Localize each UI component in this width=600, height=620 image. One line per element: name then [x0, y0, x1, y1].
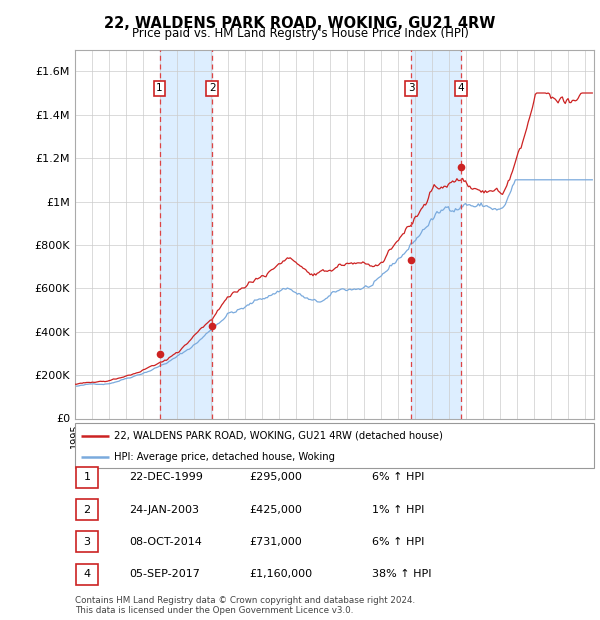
Text: 24-JAN-2003: 24-JAN-2003: [129, 505, 199, 515]
Text: £1,160,000: £1,160,000: [249, 569, 312, 579]
Text: 1% ↑ HPI: 1% ↑ HPI: [372, 505, 424, 515]
Text: Contains HM Land Registry data © Crown copyright and database right 2024.
This d: Contains HM Land Registry data © Crown c…: [75, 596, 415, 615]
Text: 22-DEC-1999: 22-DEC-1999: [129, 472, 203, 482]
Text: 2: 2: [209, 83, 215, 94]
Text: HPI: Average price, detached house, Woking: HPI: Average price, detached house, Woki…: [114, 452, 335, 462]
Text: 4: 4: [458, 83, 464, 94]
Bar: [412, 50, 461, 419]
Bar: [160, 50, 212, 419]
Text: 05-SEP-2017: 05-SEP-2017: [129, 569, 200, 579]
Text: 1: 1: [83, 472, 91, 482]
Text: 2: 2: [83, 505, 91, 515]
Text: £295,000: £295,000: [249, 472, 302, 482]
Text: 22, WALDENS PARK ROAD, WOKING, GU21 4RW (detached house): 22, WALDENS PARK ROAD, WOKING, GU21 4RW …: [114, 431, 443, 441]
Text: £731,000: £731,000: [249, 537, 302, 547]
Text: 3: 3: [408, 83, 415, 94]
Text: £425,000: £425,000: [249, 505, 302, 515]
Text: 1: 1: [156, 83, 163, 94]
Text: 08-OCT-2014: 08-OCT-2014: [129, 537, 202, 547]
Text: 6% ↑ HPI: 6% ↑ HPI: [372, 472, 424, 482]
Text: 4: 4: [83, 569, 91, 579]
Text: Price paid vs. HM Land Registry's House Price Index (HPI): Price paid vs. HM Land Registry's House …: [131, 27, 469, 40]
Text: 38% ↑ HPI: 38% ↑ HPI: [372, 569, 431, 579]
Text: 3: 3: [83, 537, 91, 547]
Text: 22, WALDENS PARK ROAD, WOKING, GU21 4RW: 22, WALDENS PARK ROAD, WOKING, GU21 4RW: [104, 16, 496, 30]
Text: 6% ↑ HPI: 6% ↑ HPI: [372, 537, 424, 547]
